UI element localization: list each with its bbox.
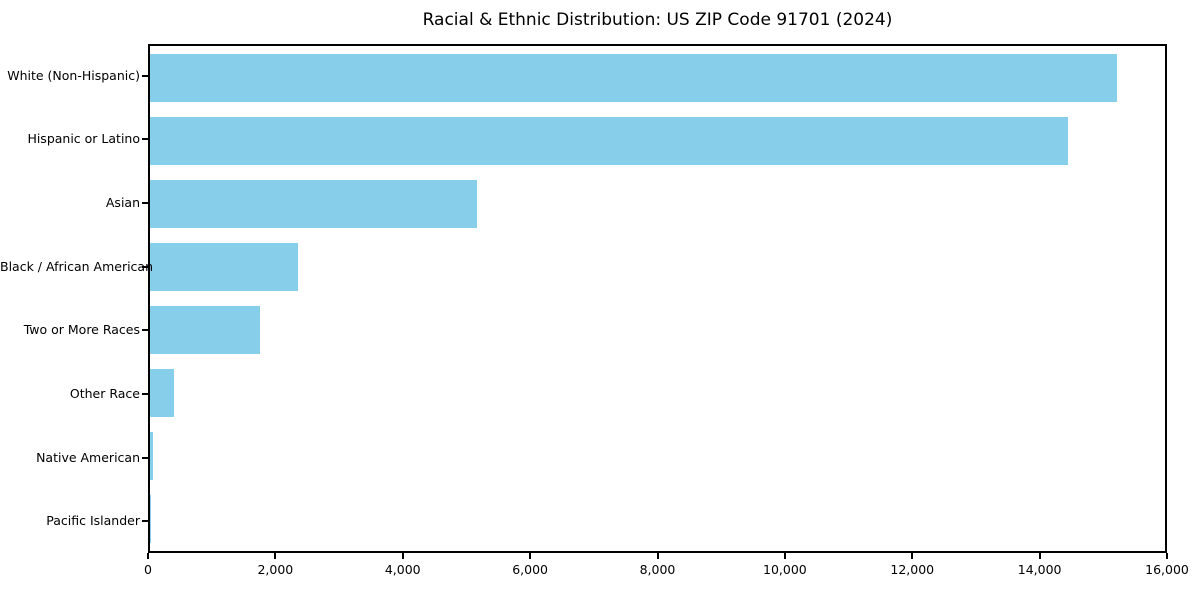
y-tick-label: Pacific Islander: [46, 513, 140, 529]
y-tick-label: Two or More Races: [23, 322, 140, 338]
bar-row: [150, 235, 1165, 298]
x-tick-mark: [656, 553, 659, 559]
bar-segment: [150, 116, 1068, 165]
y-tick-label: Asian: [105, 195, 140, 211]
x-tick-mark: [911, 553, 914, 559]
bar-row: [150, 299, 1165, 362]
x-tick-mark: [401, 553, 404, 559]
x-tick-label: 14,000: [1017, 562, 1062, 577]
x-tick-mark: [1038, 553, 1041, 559]
bar-segment: [150, 495, 151, 544]
x-tick-label: 16,000: [1145, 562, 1189, 577]
bar-row: [150, 172, 1165, 235]
bar-segment: [150, 242, 299, 291]
bars-container: [150, 46, 1165, 551]
plot-area: [148, 44, 1167, 553]
y-tick-label: Native American: [36, 449, 140, 465]
x-tick-label: 12,000: [890, 562, 935, 577]
y-tick-label: Black / African American: [0, 258, 154, 274]
x-tick-label: 4,000: [384, 562, 421, 577]
y-tick-mark: [142, 265, 148, 268]
bar-segment: [150, 53, 1118, 102]
y-tick-mark: [142, 456, 148, 459]
y-tick-mark: [142, 520, 148, 523]
x-tick-label: 8,000: [639, 562, 676, 577]
x-tick-mark: [147, 553, 149, 559]
bar-segment: [150, 369, 174, 418]
y-tick-label: Other Race: [69, 385, 140, 401]
bar-row: [150, 109, 1165, 172]
x-tick-label: 2,000: [257, 562, 294, 577]
y-tick-mark: [142, 202, 148, 205]
x-tick-mark: [783, 553, 786, 559]
bar-segment: [150, 432, 153, 481]
bar-segment: [150, 306, 261, 355]
x-tick-mark: [529, 553, 532, 559]
bar-row: [150, 362, 1165, 425]
bar-row: [150, 488, 1165, 551]
x-tick-mark: [1166, 553, 1168, 559]
y-tick-label: White (Non-Hispanic): [7, 67, 140, 83]
y-tick-mark: [142, 392, 148, 395]
y-tick-mark: [142, 138, 148, 141]
x-tick-label: 6,000: [512, 562, 549, 577]
x-tick-label: 10,000: [763, 562, 807, 577]
chart-title: Racial & Ethnic Distribution: US ZIP Cod…: [422, 10, 893, 30]
bar-segment: [150, 179, 478, 228]
bar-row: [150, 425, 1165, 488]
x-tick-label: 0: [144, 562, 152, 577]
y-tick-label: Hispanic or Latino: [27, 131, 140, 147]
x-tick-mark: [274, 553, 277, 559]
bar-row: [150, 46, 1165, 109]
y-tick-mark: [142, 329, 148, 332]
y-tick-mark: [142, 74, 148, 77]
